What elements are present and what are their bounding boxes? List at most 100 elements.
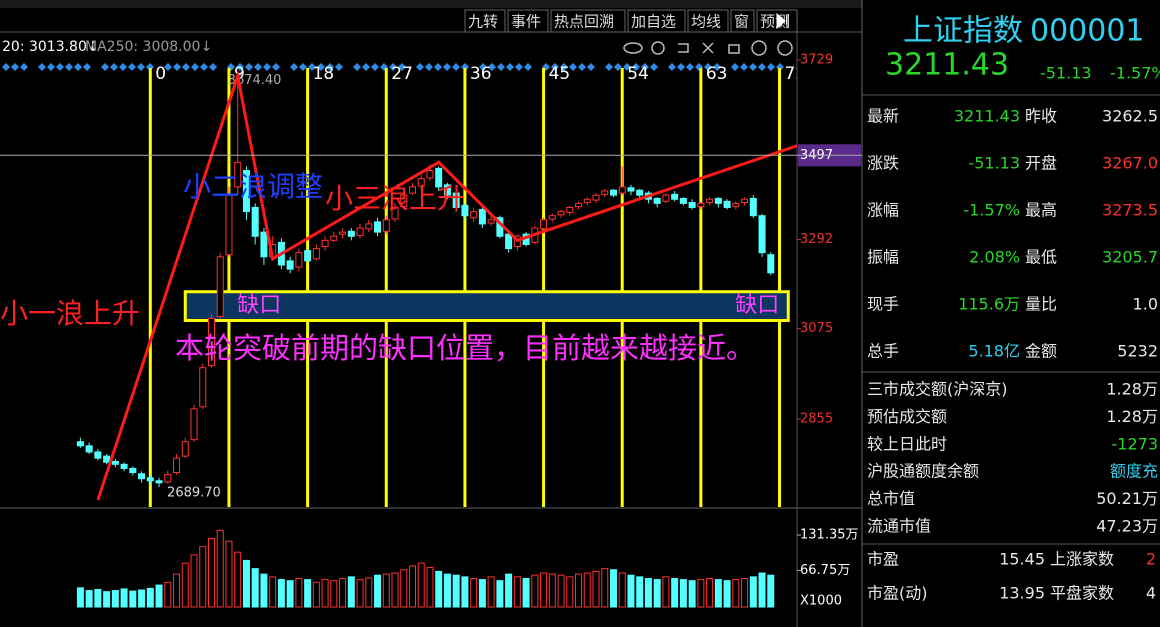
quote-label: 金额 [1025, 342, 1057, 361]
signal-marker [731, 63, 739, 71]
volume-bar [426, 567, 434, 608]
volume-bar [557, 574, 565, 608]
candle-body [618, 186, 626, 194]
volume-bar [723, 580, 731, 608]
volume-bar [312, 581, 320, 608]
toolbar-button[interactable] [507, 9, 549, 33]
volume-bar [636, 576, 644, 608]
signal-marker [641, 63, 649, 71]
signal-marker [623, 63, 631, 71]
volume-bar [706, 578, 714, 608]
volume-bar [382, 573, 390, 608]
volume-bar [94, 588, 102, 608]
toolbar-button[interactable] [730, 9, 755, 33]
quote-value: 115.6万 [958, 295, 1020, 314]
toolbar-button[interactable] [627, 9, 686, 33]
volume-bar [679, 579, 687, 608]
signal-marker [461, 63, 469, 71]
candle-body [417, 178, 425, 187]
signal-marker [506, 63, 514, 71]
toolbar-button[interactable] [687, 9, 729, 33]
candle-body [592, 194, 600, 201]
quote-value: -1.57% [963, 201, 1020, 220]
toolbar-label: 热点回溯 [554, 13, 614, 31]
signal-marker [317, 63, 325, 71]
signal-marker [650, 63, 658, 71]
breadth-value: 2 [1146, 550, 1156, 569]
cycle-label: 9 [234, 64, 245, 84]
signal-marker [524, 63, 532, 71]
volume-bar [146, 587, 154, 608]
volume-bar [653, 579, 661, 608]
volume-bar [330, 580, 338, 608]
toolbar-label: 事件 [511, 13, 541, 31]
stat-value: 额度充 [1110, 462, 1158, 481]
signal-marker [614, 63, 622, 71]
signal-marker [245, 63, 253, 71]
ma-indicator: MA250: 3008.00↓ [85, 39, 212, 55]
candle-body [356, 227, 364, 236]
signal-marker [668, 63, 676, 71]
quote-value: 3267.0 [1102, 154, 1158, 173]
candle-body [173, 457, 181, 474]
signal-marker [686, 63, 694, 71]
candle-body [181, 441, 189, 457]
candle-body [679, 197, 687, 204]
toolbar-button[interactable] [464, 9, 506, 33]
signal-marker [479, 63, 487, 71]
toolbar-button[interactable] [550, 9, 626, 33]
volume-bar [216, 529, 224, 608]
volume-bar [443, 573, 451, 608]
volume-bar [714, 579, 722, 608]
signal-marker [236, 63, 244, 71]
ma-indicator: 20: 3013.80↓ [2, 39, 99, 55]
volume-bar [374, 574, 382, 608]
volume-bar [697, 579, 705, 608]
volume-bar [417, 562, 425, 608]
signal-marker [605, 63, 613, 71]
volume-bar [749, 576, 757, 608]
signal-marker [326, 63, 334, 71]
volume-bar [251, 568, 259, 608]
signal-marker [443, 63, 451, 71]
signal-marker [164, 63, 172, 71]
signal-marker [578, 63, 586, 71]
signal-marker [200, 63, 208, 71]
signal-marker [497, 63, 505, 71]
candle-body [741, 198, 749, 204]
candle-body [723, 200, 731, 208]
stat-label: 流通市值 [867, 517, 931, 536]
signal-marker [263, 63, 271, 71]
volume-bar [173, 573, 181, 608]
volume-bar [662, 576, 670, 608]
candle-body [706, 198, 714, 204]
candle-body [374, 221, 382, 233]
volume-bar [295, 578, 303, 608]
signal-marker [20, 63, 28, 71]
candle-body [312, 248, 320, 260]
breadth-value: 15.45 [999, 550, 1045, 569]
candle-body [548, 215, 556, 220]
toolbar-label: 均线 [691, 13, 721, 31]
candle-body [400, 194, 408, 208]
signal-marker [758, 63, 766, 71]
candle-body [653, 197, 661, 204]
candle-body [234, 161, 242, 188]
volume-bar [408, 565, 416, 608]
signal-marker [713, 63, 721, 71]
high-label: 3674.40 [228, 73, 282, 88]
signal-marker [182, 63, 190, 71]
volume-bar [609, 569, 617, 608]
index-name: 上证指数 [903, 14, 1023, 49]
candle-body [452, 192, 460, 208]
volume-bar [286, 580, 294, 608]
signal-marker [776, 63, 784, 71]
volume-tick-label: 66.75万 [800, 563, 850, 578]
quote-value: -51.13 [968, 154, 1020, 173]
quote-label: 涨跌 [867, 154, 899, 173]
cycle-label: 72 [785, 64, 807, 84]
quote-label: 最新 [867, 107, 899, 126]
volume-bar [548, 573, 556, 608]
signal-marker [110, 63, 118, 71]
candle-body [478, 209, 486, 225]
